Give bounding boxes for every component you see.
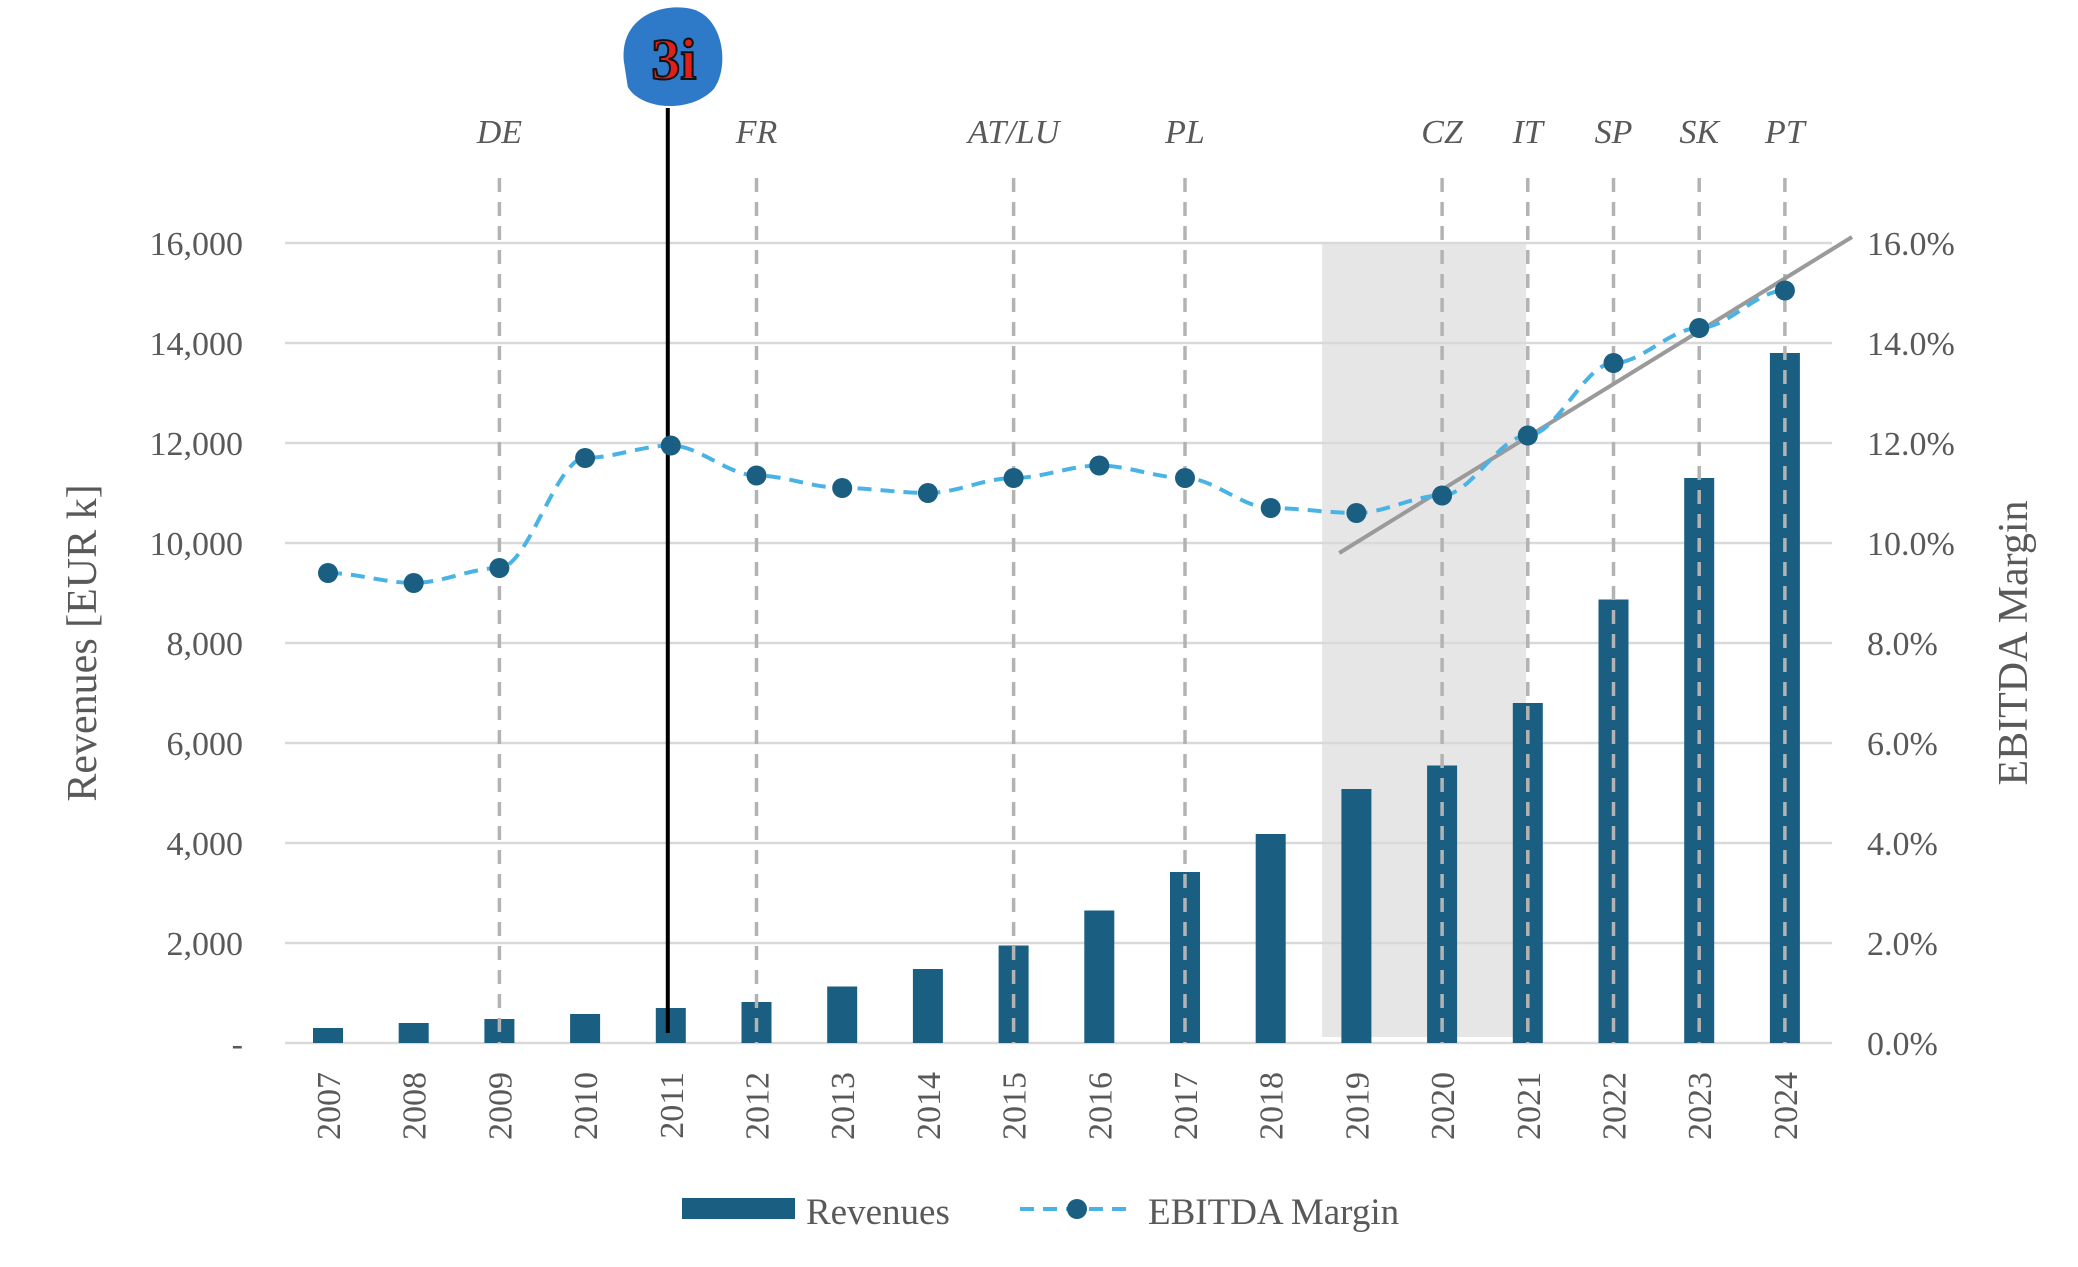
right-tick-label: 12.0% bbox=[1867, 426, 1955, 463]
x-tick-label-2023: 2023 bbox=[1682, 1072, 1719, 1140]
country-label-SP: SP bbox=[1595, 114, 1633, 151]
country-label-CZ: CZ bbox=[1421, 114, 1464, 151]
country-label-IT: IT bbox=[1512, 114, 1545, 151]
gridlines bbox=[285, 241, 1832, 1045]
x-tick-label-2007: 2007 bbox=[311, 1072, 348, 1140]
left-tick-label: 4,000 bbox=[167, 826, 244, 863]
country-label-PL: PL bbox=[1164, 114, 1205, 151]
revenue-bar-2019 bbox=[1341, 789, 1372, 1043]
left-tick-label: - bbox=[232, 1026, 243, 1063]
x-tick-label-2009: 2009 bbox=[482, 1072, 519, 1140]
right-tick-label: 16.0% bbox=[1867, 226, 1955, 263]
ebitda-marker-2024 bbox=[1774, 280, 1795, 301]
ebitda-marker-2014 bbox=[917, 483, 938, 503]
x-tick-label-2010: 2010 bbox=[568, 1072, 605, 1140]
ebitda-marker-2022 bbox=[1603, 353, 1624, 373]
x-tick-label-2016: 2016 bbox=[1082, 1072, 1119, 1140]
revenue-bar-2014 bbox=[912, 969, 943, 1043]
trend-line bbox=[1338, 235, 1854, 555]
revenue-bar-2018 bbox=[1255, 834, 1286, 1043]
ebitda-marker-2008 bbox=[403, 573, 424, 593]
country-labels: DE FR AT/LU PL CZ IT SP SK PT bbox=[476, 114, 1807, 151]
right-tick-label: 8.0% bbox=[1867, 626, 1938, 663]
ebitda-marker-2019 bbox=[1346, 503, 1367, 523]
ebitda-marker-2020 bbox=[1432, 485, 1453, 506]
ebitda-marker-2016 bbox=[1089, 455, 1110, 476]
x-tick-label-2020: 2020 bbox=[1425, 1072, 1462, 1140]
ebitda-marker-2010 bbox=[575, 448, 596, 468]
left-tick-label: 10,000 bbox=[150, 526, 244, 563]
x-tick-label-2011: 2011 bbox=[654, 1072, 691, 1139]
x-tick-label-2015: 2015 bbox=[997, 1072, 1034, 1140]
revenue-bar-2022 bbox=[1598, 599, 1629, 1043]
country-label-FR: FR bbox=[735, 114, 778, 151]
left-tick-label: 6,000 bbox=[167, 726, 244, 763]
country-label-AT/LU: AT/LU bbox=[966, 114, 1062, 151]
revenue-bar-2011 bbox=[655, 1008, 686, 1043]
revenue-bar-2024 bbox=[1769, 353, 1800, 1043]
x-tick-label-2012: 2012 bbox=[740, 1072, 777, 1140]
country-label-SK: SK bbox=[1679, 114, 1721, 151]
right-tick-label: 2.0% bbox=[1867, 926, 1938, 963]
ebitda-marker-2018 bbox=[1260, 498, 1281, 518]
revenue-bar-2016 bbox=[1084, 910, 1115, 1043]
ebitda-marker-2007 bbox=[318, 563, 338, 583]
x-tick-label-2024: 2024 bbox=[1768, 1072, 1805, 1140]
legend-ebitda-label: EBITDA Margin bbox=[1148, 1192, 1399, 1233]
ebitda-marker-2011 bbox=[660, 435, 681, 456]
right-tick-label: 0.0% bbox=[1867, 1026, 1938, 1063]
left-axis-title: Revenues [EUR k] bbox=[60, 484, 106, 801]
left-tick-label: 16,000 bbox=[150, 226, 244, 263]
country-label-DE: DE bbox=[476, 114, 523, 151]
revenue-bar-2013 bbox=[827, 986, 858, 1043]
left-tick-label: 14,000 bbox=[150, 326, 244, 363]
legend-revenues-label: Revenues bbox=[806, 1192, 950, 1233]
right-axis-title: EBITDA Margin bbox=[1991, 500, 2037, 785]
left-tick-label: 12,000 bbox=[150, 426, 244, 463]
investor-logo-badge bbox=[623, 7, 723, 107]
right-tick-label: 6.0% bbox=[1867, 726, 1938, 763]
country-marker-lines bbox=[497, 108, 1787, 1043]
x-tick-label-2022: 2022 bbox=[1597, 1072, 1634, 1140]
legend: Revenues EBITDA Margin bbox=[682, 1192, 1399, 1233]
right-axis-ticks: 0.0% 2.0% 4.0% 6.0% 8.0% 10.0% 12.0% 14.0% 16.0% bbox=[1867, 226, 1955, 1063]
x-tick-label-2017: 2017 bbox=[1168, 1072, 1205, 1140]
ebitda-marker-2009 bbox=[489, 558, 510, 578]
ebitda-marker-2012 bbox=[746, 465, 767, 486]
x-axis-ticks: 2007 2008 2009 2010 2011 2012 2013 2014 2015 2016… bbox=[311, 1072, 1805, 1140]
left-axis-ticks: - 2,000 4,000 6,000 8,000 10,000 12,000 14,000 1… bbox=[150, 226, 244, 1063]
ebitda-marker-2021 bbox=[1517, 425, 1538, 446]
trend-line-layer bbox=[1338, 235, 1854, 555]
legend-ebitda-swatch-marker bbox=[1067, 1199, 1087, 1219]
ebitda-marker-2013 bbox=[832, 478, 853, 498]
ebitda-margin-line bbox=[327, 288, 1786, 586]
x-tick-label-2013: 2013 bbox=[825, 1072, 862, 1140]
right-tick-label: 14.0% bbox=[1867, 326, 1955, 363]
ebitda-marker-2017 bbox=[1175, 468, 1195, 488]
investor-logo-text: 3i bbox=[651, 27, 696, 92]
right-tick-label: 4.0% bbox=[1867, 826, 1938, 863]
x-tick-label-2014: 2014 bbox=[911, 1072, 948, 1140]
left-tick-label: 2,000 bbox=[167, 926, 244, 963]
x-tick-label-2008: 2008 bbox=[397, 1072, 434, 1140]
ebitda-marker-2015 bbox=[1003, 468, 1024, 488]
revenue-bar-2007 bbox=[313, 1028, 343, 1043]
revenue-bars bbox=[313, 353, 1800, 1043]
country-label-PT: PT bbox=[1764, 114, 1807, 151]
x-tick-label-2021: 2021 bbox=[1511, 1072, 1548, 1140]
revenue-bar-2010 bbox=[570, 1014, 601, 1043]
x-tick-label-2019: 2019 bbox=[1339, 1072, 1376, 1140]
x-tick-label-2018: 2018 bbox=[1254, 1072, 1291, 1140]
revenue-bar-2008 bbox=[398, 1023, 429, 1043]
ebitda-margin-series bbox=[318, 280, 1795, 593]
left-tick-label: 8,000 bbox=[167, 626, 244, 663]
ebitda-marker-2023 bbox=[1689, 318, 1710, 338]
right-tick-label: 10.0% bbox=[1867, 526, 1955, 563]
legend-revenues-swatch bbox=[682, 1198, 795, 1219]
investor-marker: 3i bbox=[623, 7, 723, 107]
